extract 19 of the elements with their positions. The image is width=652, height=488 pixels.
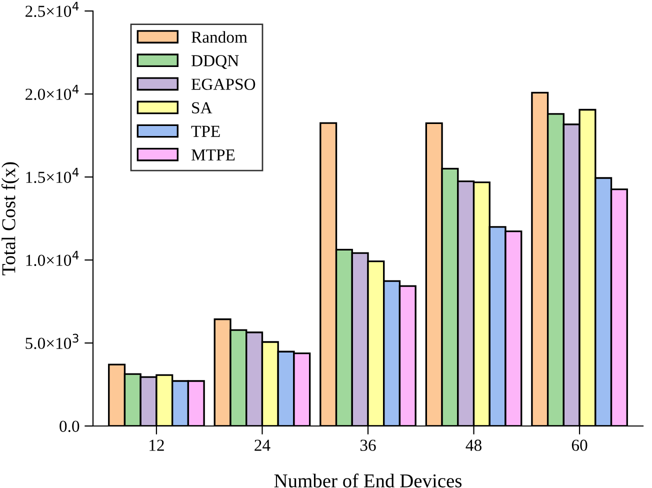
x-tick-label: 24 xyxy=(254,440,270,451)
y-axis-title: Total Cost f(x) xyxy=(1,162,20,276)
legend-label: MTPE xyxy=(191,149,235,160)
legend-label: SA xyxy=(192,102,212,114)
y-tick-label: 2.5×10$^{4}$ xyxy=(26,2,79,18)
y-tick-label: 2.0×10$^{4}$ xyxy=(26,84,79,100)
x-axis-title: Number of End Devices xyxy=(274,474,462,488)
legend-label: EGAPSO xyxy=(191,78,256,90)
y-tick-label: 0.0 xyxy=(60,420,80,432)
y-tick-label: 1.0×10$^{4}$ xyxy=(26,250,79,266)
y-tick-label: 5.0×10$^{3}$ xyxy=(26,334,78,350)
legend-label: DDQN xyxy=(191,55,239,69)
legend-label: Random xyxy=(191,31,248,43)
x-tick-label: 12 xyxy=(150,440,164,451)
x-tick-label: 48 xyxy=(466,440,482,451)
x-tick-label: 60 xyxy=(572,440,588,451)
x-tick-label: 36 xyxy=(360,440,376,451)
legend-label: TPE xyxy=(191,126,220,137)
y-tick-label: 1.5×10$^{4}$ xyxy=(26,168,79,184)
